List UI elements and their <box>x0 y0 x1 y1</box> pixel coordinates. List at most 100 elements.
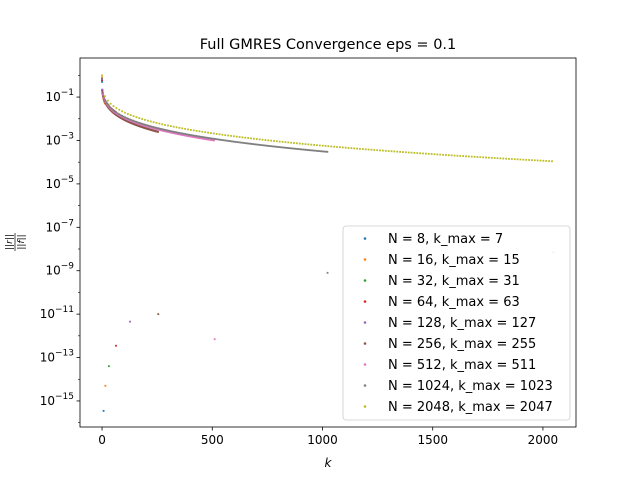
series-8-point <box>187 128 189 131</box>
series-8-point <box>169 125 172 128</box>
series-8-point <box>278 140 281 143</box>
legend-box <box>342 225 571 421</box>
y-axis-fraction: ||r|| ||f|| <box>5 233 27 251</box>
series-8-point <box>510 158 513 160</box>
series-8-point <box>112 105 115 107</box>
series-8-point <box>333 145 336 148</box>
series-7-point <box>229 140 232 143</box>
series-7-point <box>280 146 282 149</box>
series-8-point <box>178 126 181 129</box>
series-7-point <box>320 150 323 153</box>
series-7-point <box>125 117 128 119</box>
series-8-point <box>307 143 310 146</box>
series-7-point <box>139 122 142 125</box>
legend-marker <box>363 384 367 387</box>
series-8-point <box>390 150 393 153</box>
series-8-point <box>298 142 301 145</box>
series-8-point <box>264 139 267 141</box>
series-7-point <box>270 145 273 148</box>
series-8-point <box>347 147 350 149</box>
series-7-point <box>128 118 131 121</box>
series-7-point <box>192 134 194 137</box>
series-8-point <box>476 156 479 158</box>
y-tick-label: 10−11 <box>40 305 74 321</box>
series-7-point <box>176 131 179 134</box>
series-7-point <box>275 145 278 148</box>
series-7-point <box>238 141 241 144</box>
series-8-point <box>531 159 533 162</box>
series-7-point <box>283 146 286 149</box>
series-8-point <box>267 139 270 142</box>
series-8-point <box>336 146 338 148</box>
series-7-point <box>284 146 287 149</box>
series-7-point <box>201 136 204 138</box>
series-7-point <box>314 149 316 152</box>
series-8-point <box>376 149 379 152</box>
series-8-point <box>316 144 318 147</box>
series-8-point <box>407 151 410 154</box>
series-4-point <box>101 88 104 91</box>
series-7-point <box>202 136 205 139</box>
series-8-point <box>324 145 327 147</box>
series-8-point <box>152 121 155 124</box>
legend-marker <box>363 363 367 366</box>
series-0-point <box>101 81 103 83</box>
legend-marker <box>363 300 367 303</box>
series-7-point <box>204 136 207 139</box>
series-7-point <box>269 145 272 147</box>
legend-marker <box>363 321 367 324</box>
series-8-point <box>436 153 439 156</box>
series-7-point <box>121 114 123 117</box>
series-8-point <box>106 99 109 102</box>
series-5-point <box>157 130 159 133</box>
series-7-point <box>152 126 154 128</box>
legend-entry: N = 128, k_max = 127 <box>388 316 536 331</box>
series-8-point <box>227 134 230 137</box>
series-7-point <box>264 144 267 147</box>
series-7-point <box>138 121 140 124</box>
y-label-denominator: ||f|| <box>17 234 27 249</box>
series-8-point <box>473 155 476 158</box>
series-8-point <box>132 115 135 118</box>
legend-entry: N = 16, k_max = 15 <box>388 253 520 268</box>
series-8-point <box>370 148 373 151</box>
series-7-point <box>311 149 313 152</box>
series-7-point <box>187 133 190 136</box>
series-7-point <box>118 113 120 116</box>
series-8-point <box>419 152 422 155</box>
legend-marker <box>363 237 367 240</box>
series-7-point <box>281 146 284 149</box>
series-8-point <box>149 120 152 123</box>
legend: N = 8, k_max = 7 N = 16, k_max = 15 N = 32… <box>342 225 571 421</box>
series-8-point <box>462 155 465 157</box>
series-8-point <box>241 136 244 139</box>
series-7-point <box>161 128 164 131</box>
series-8-point <box>488 156 490 159</box>
series-8-point <box>536 159 539 162</box>
series-7-point <box>209 137 211 140</box>
series-8-point <box>135 116 138 119</box>
series-7-point <box>244 142 247 145</box>
series-8-point <box>301 142 304 145</box>
series-7-point <box>273 145 276 148</box>
series-7-point <box>326 150 329 153</box>
series-7-point <box>250 143 253 145</box>
series-7-point <box>266 144 269 147</box>
series-8-point <box>450 154 453 157</box>
series-7-point <box>155 126 157 129</box>
series-7-point <box>267 145 270 147</box>
series-8-point <box>221 133 224 136</box>
series-7-point <box>133 120 136 123</box>
series-8-point <box>195 129 198 132</box>
series-8-point <box>384 149 387 152</box>
series-8-point <box>539 159 542 162</box>
series-8-point <box>445 154 447 156</box>
series-7-point <box>104 99 107 102</box>
series-8-point <box>470 155 473 158</box>
series-7-point <box>124 116 127 119</box>
series-5-final-point <box>157 313 160 316</box>
series-8-point <box>439 153 442 156</box>
series-8-point <box>296 142 298 145</box>
series-8-point <box>396 150 399 153</box>
legend-entry: N = 512, k_max = 511 <box>388 358 536 373</box>
